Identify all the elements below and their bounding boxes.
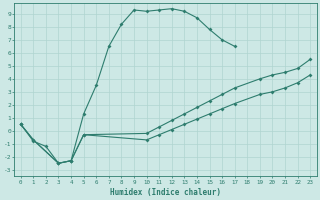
X-axis label: Humidex (Indice chaleur): Humidex (Indice chaleur) [110, 188, 221, 197]
